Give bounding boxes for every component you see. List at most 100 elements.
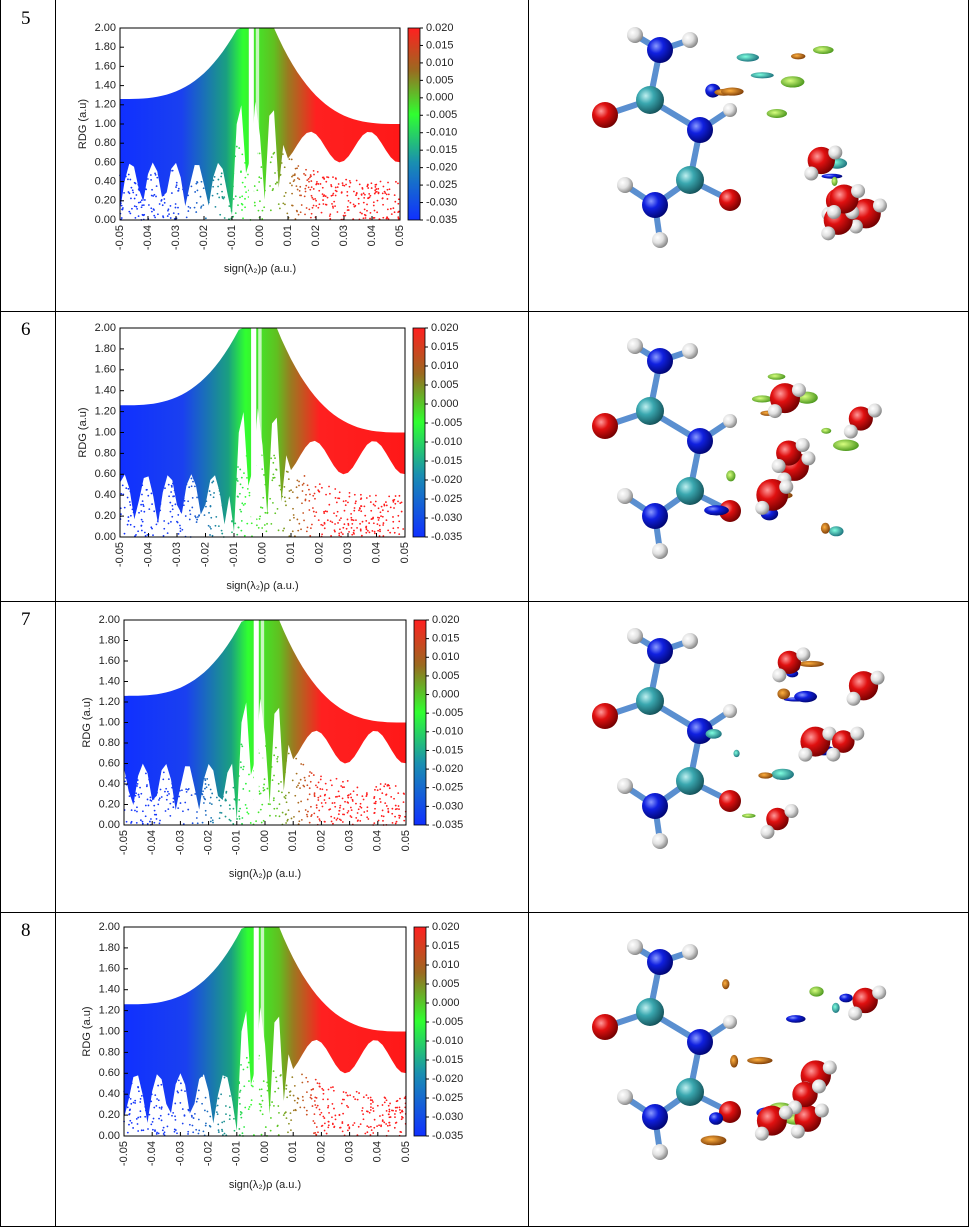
point-speck <box>272 476 274 479</box>
point-speck <box>339 1126 342 1129</box>
colorbar-tick-label: -0.025 <box>432 1092 463 1104</box>
colorbar-tick-label: -0.030 <box>432 800 463 812</box>
atom <box>636 687 664 715</box>
point-speck <box>301 1073 303 1076</box>
point-speck <box>393 531 396 534</box>
point-speck <box>321 805 324 808</box>
point-speck <box>262 819 265 822</box>
point-speck <box>348 491 351 494</box>
point-speck <box>132 800 135 803</box>
point-speck <box>302 763 305 766</box>
point-speck <box>258 1103 261 1105</box>
point-speck <box>359 507 361 510</box>
atom <box>617 778 633 794</box>
point-speck <box>187 1133 189 1135</box>
point-speck <box>190 1114 193 1117</box>
point-speck <box>261 1099 264 1102</box>
point-speck <box>333 801 336 804</box>
atom <box>850 726 865 741</box>
point-speck <box>294 167 297 170</box>
point-speck <box>364 1132 367 1135</box>
point-speck <box>314 1096 317 1099</box>
point-speck <box>383 785 386 788</box>
point-speck <box>210 1100 213 1103</box>
point-speck <box>172 495 175 498</box>
point-speck <box>309 174 312 176</box>
point-speck <box>356 786 359 789</box>
point-speck <box>205 505 207 508</box>
point-speck <box>327 176 330 179</box>
atom <box>826 747 841 762</box>
point-speck <box>228 818 231 821</box>
point-speck <box>187 1130 190 1133</box>
point-speck <box>194 191 197 193</box>
center-gap <box>253 927 259 1122</box>
point-speck <box>123 179 125 181</box>
point-speck <box>188 518 191 521</box>
point-speck <box>151 1120 154 1123</box>
point-speck <box>368 193 371 195</box>
point-speck <box>285 822 287 824</box>
point-speck <box>120 217 123 219</box>
point-speck <box>125 487 128 490</box>
point-speck <box>359 529 362 532</box>
isosurface <box>798 660 824 667</box>
point-speck <box>210 527 212 530</box>
point-speck <box>120 204 123 207</box>
point-speck <box>211 174 214 177</box>
point-speck <box>393 1126 396 1129</box>
point-speck <box>205 814 207 816</box>
point-speck <box>237 1073 240 1075</box>
point-speck <box>353 509 356 512</box>
point-speck <box>241 486 244 489</box>
point-speck <box>365 531 368 534</box>
point-speck <box>276 758 279 760</box>
point-speck <box>181 528 184 531</box>
point-speck <box>330 185 333 188</box>
point-speck <box>289 519 291 522</box>
point-speck <box>394 785 397 787</box>
point-speck <box>274 814 277 817</box>
point-speck <box>155 818 158 820</box>
point-speck <box>275 1076 277 1079</box>
point-speck <box>331 202 333 205</box>
point-speck <box>192 1078 194 1080</box>
point-speck <box>138 189 141 192</box>
point-speck <box>308 787 311 790</box>
point-speck <box>162 482 165 484</box>
point-speck <box>159 1114 162 1117</box>
point-speck <box>338 491 341 494</box>
y-tick-label: 1.40 <box>95 385 116 397</box>
point-speck <box>167 808 170 811</box>
point-speck <box>304 213 306 216</box>
x-tick-label: 0.03 <box>344 1141 356 1162</box>
point-speck <box>278 172 280 174</box>
point-speck <box>212 821 214 824</box>
point-speck <box>134 216 137 219</box>
point-speck <box>188 1123 191 1126</box>
point-speck <box>330 184 333 186</box>
x-tick-label: -0.05 <box>118 1141 130 1166</box>
point-speck <box>291 1076 294 1079</box>
point-speck <box>257 209 260 212</box>
point-speck <box>354 1098 357 1101</box>
point-speck <box>362 798 365 801</box>
point-speck <box>228 1080 231 1083</box>
point-speck <box>369 501 372 503</box>
point-speck <box>132 1101 135 1104</box>
point-speck <box>206 1110 209 1113</box>
point-speck <box>353 493 356 496</box>
point-speck <box>264 483 267 486</box>
point-speck <box>218 799 221 802</box>
point-speck <box>339 804 342 807</box>
point-speck <box>187 1077 190 1080</box>
point-speck <box>395 820 398 823</box>
point-speck <box>317 781 320 784</box>
point-speck <box>167 790 169 793</box>
point-speck <box>332 192 335 195</box>
point-speck <box>330 194 333 197</box>
point-speck <box>350 518 353 521</box>
point-speck <box>359 522 361 525</box>
point-speck <box>269 185 271 187</box>
point-speck <box>398 816 401 819</box>
